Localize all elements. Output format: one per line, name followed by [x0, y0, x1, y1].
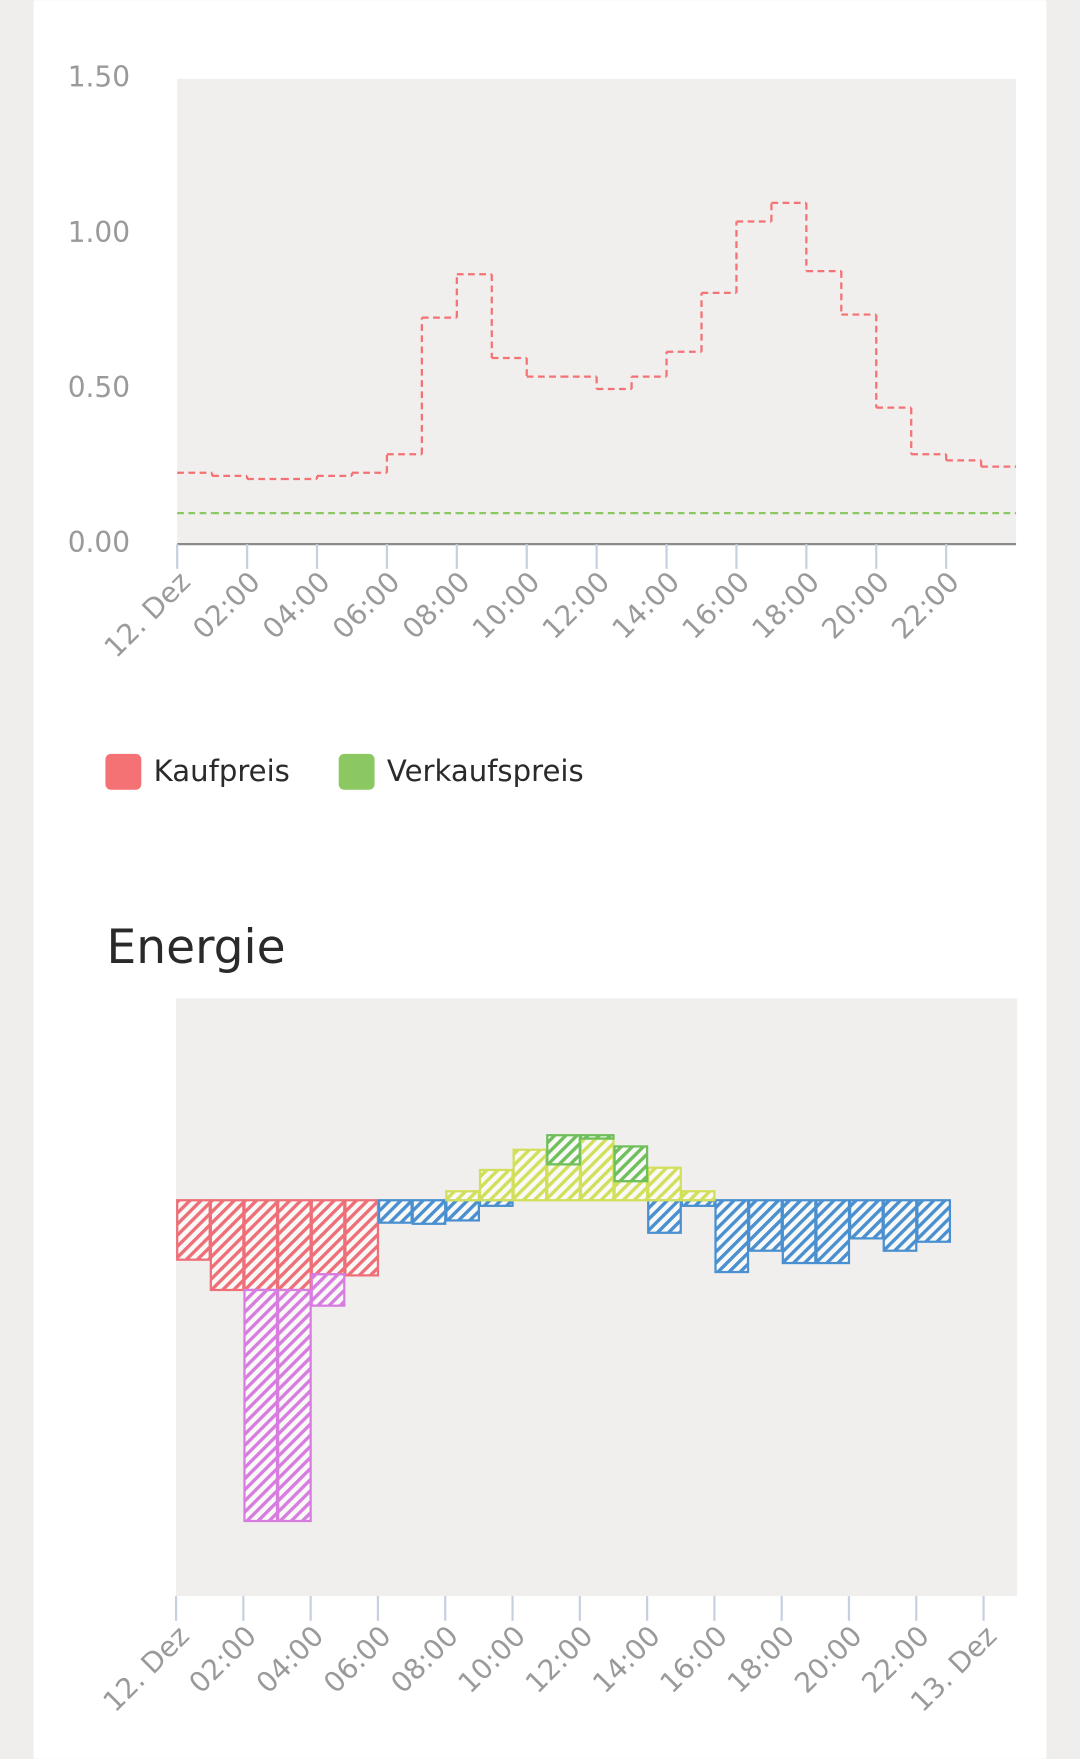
- bar-segment: [277, 1288, 312, 1523]
- bar-segment: [748, 1199, 783, 1252]
- y-tick-label: 0.00: [68, 526, 130, 559]
- y-tick-label: 1.00: [68, 216, 130, 249]
- bar-segment: [815, 1199, 851, 1265]
- bar-segment: [411, 1199, 447, 1225]
- bar-segment: [647, 1166, 682, 1202]
- bar-segment: [243, 1288, 279, 1523]
- bar-segment: [647, 1199, 682, 1234]
- bar-segment: [714, 1199, 750, 1274]
- legend-label: Verkaufspreis: [387, 754, 584, 788]
- bar-segment: [310, 1199, 346, 1276]
- bar-segment: [546, 1163, 581, 1202]
- bar-segment: [310, 1273, 346, 1307]
- plot-area: [177, 78, 1017, 545]
- bar-segment: [176, 1199, 211, 1261]
- bar-segment: [781, 1199, 817, 1265]
- bar-segment: [243, 1199, 279, 1292]
- bar-segment: [209, 1199, 245, 1292]
- bar-segment: [916, 1199, 952, 1243]
- bar-segment: [882, 1199, 918, 1252]
- bar-segment: [579, 1134, 615, 1140]
- bar-segment: [344, 1199, 380, 1277]
- bar-segment: [613, 1145, 649, 1183]
- legend-label: Kaufpreis: [154, 754, 290, 788]
- bar-segment: [445, 1199, 480, 1222]
- bar-segment: [546, 1134, 581, 1166]
- bar-segment: [277, 1199, 312, 1292]
- bar-segment: [848, 1199, 884, 1240]
- bar-segment: [445, 1190, 480, 1202]
- chart-title: Energie: [107, 920, 286, 975]
- y-tick-label: 1.50: [68, 61, 130, 94]
- bar-segment: [613, 1180, 649, 1202]
- bar-segment: [377, 1199, 413, 1224]
- bar-segment: [579, 1137, 615, 1202]
- legend-swatch: [338, 753, 375, 790]
- bar-segment: [478, 1168, 514, 1202]
- y-tick-label: 0.50: [68, 371, 130, 404]
- bar-segment: [512, 1148, 548, 1202]
- legend-swatch: [105, 753, 142, 790]
- bar-segment: [680, 1190, 716, 1202]
